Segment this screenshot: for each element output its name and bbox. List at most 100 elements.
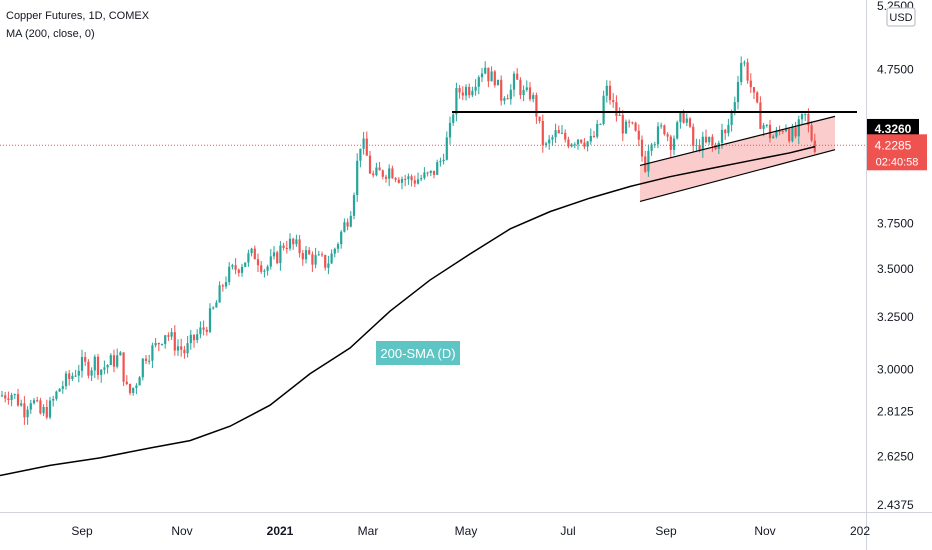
candle-body — [106, 365, 109, 368]
candle-body — [20, 403, 23, 406]
candle-body — [215, 302, 218, 308]
candle-body — [112, 355, 116, 367]
candle-body — [282, 245, 285, 248]
candle-body — [704, 136, 708, 143]
candle-body — [378, 167, 381, 171]
candle-body — [535, 95, 538, 117]
candle-body — [688, 118, 692, 127]
x-tick-label: May — [455, 524, 478, 538]
candle-body — [23, 403, 26, 418]
candle-body — [148, 360, 151, 362]
candle-body — [317, 254, 320, 256]
candle-body — [253, 248, 256, 260]
candle-body — [432, 170, 436, 175]
y-tick-label: 4.7500 — [877, 62, 914, 76]
candle-body — [84, 357, 87, 362]
candle-body — [192, 334, 196, 341]
x-tick-label: Nov — [754, 524, 775, 538]
candle-body — [183, 349, 186, 354]
candle-body — [164, 335, 167, 344]
candle-body — [423, 172, 426, 179]
candle-body — [208, 308, 212, 332]
candle-body — [304, 250, 308, 260]
candle-body — [42, 406, 45, 414]
candle-body — [624, 121, 628, 134]
candle-body — [173, 332, 176, 351]
candle-body — [391, 168, 394, 179]
candle-body — [653, 144, 656, 146]
candle-body — [128, 383, 132, 393]
candle-body — [797, 119, 800, 137]
candle-body — [26, 409, 29, 418]
candle-body — [285, 247, 288, 249]
candle-body — [567, 139, 570, 147]
candle-body — [810, 125, 813, 141]
candle-body — [666, 134, 669, 137]
channel-upper-line — [639, 115, 836, 167]
candle-body — [484, 67, 487, 74]
candle-body — [711, 136, 714, 145]
candle-body — [256, 259, 260, 266]
y-tick-label: 2.8125 — [877, 405, 914, 419]
candle-body — [676, 122, 679, 139]
candle-body — [125, 381, 128, 384]
candle-body — [103, 367, 106, 370]
candle-body — [388, 168, 391, 179]
candle-body — [791, 127, 794, 142]
level-price-tag — [867, 118, 919, 139]
candle-body — [327, 263, 330, 268]
candle-body — [500, 79, 503, 101]
candle-body — [292, 238, 295, 245]
candle-body — [452, 114, 455, 123]
candle-body — [352, 195, 356, 216]
candle-body — [77, 370, 80, 376]
candle-body — [708, 136, 711, 143]
candle-body — [68, 373, 71, 379]
candle-body — [573, 144, 576, 146]
candle-body — [279, 245, 282, 264]
candle-body — [471, 90, 474, 96]
candle-body — [10, 394, 13, 401]
candle-body — [778, 130, 781, 132]
candle-body — [640, 139, 644, 157]
legend-title: Copper Futures, 1D, COMEX — [6, 10, 150, 22]
candle-body — [583, 142, 586, 147]
candle-body — [621, 114, 624, 134]
candle-body — [720, 129, 724, 144]
candle-body — [506, 98, 509, 100]
candle-body — [628, 121, 631, 123]
candle-body — [663, 125, 666, 135]
candle-body — [487, 67, 490, 82]
candle-body — [682, 112, 685, 123]
candle-body — [301, 253, 304, 260]
candle-body — [804, 113, 807, 115]
candle-body — [32, 400, 36, 404]
candle-body — [160, 343, 164, 345]
candle-body — [288, 238, 292, 249]
candle-body — [541, 120, 544, 145]
candle-body — [458, 88, 461, 93]
candle-body — [736, 81, 740, 103]
candle-body — [135, 385, 138, 388]
candle-body — [87, 361, 90, 376]
candle-body — [237, 269, 240, 273]
candle-body — [154, 343, 157, 346]
candle-body — [330, 253, 333, 264]
candle-body — [224, 282, 228, 287]
x-tick-label: 202 — [850, 524, 870, 538]
y-tick-label: 2.6250 — [877, 450, 914, 464]
y-tick-label: 2.4375 — [877, 498, 914, 512]
candle-body — [333, 248, 336, 254]
candle-body — [509, 89, 512, 100]
candle-body — [762, 125, 765, 129]
candle-body — [228, 266, 231, 283]
candle-body — [295, 239, 298, 245]
candle-body — [7, 398, 10, 401]
candle-body — [122, 352, 125, 382]
last-price-tag — [867, 134, 927, 171]
candle-body — [39, 400, 42, 414]
candle-body — [52, 399, 55, 401]
candle-body — [445, 137, 448, 160]
